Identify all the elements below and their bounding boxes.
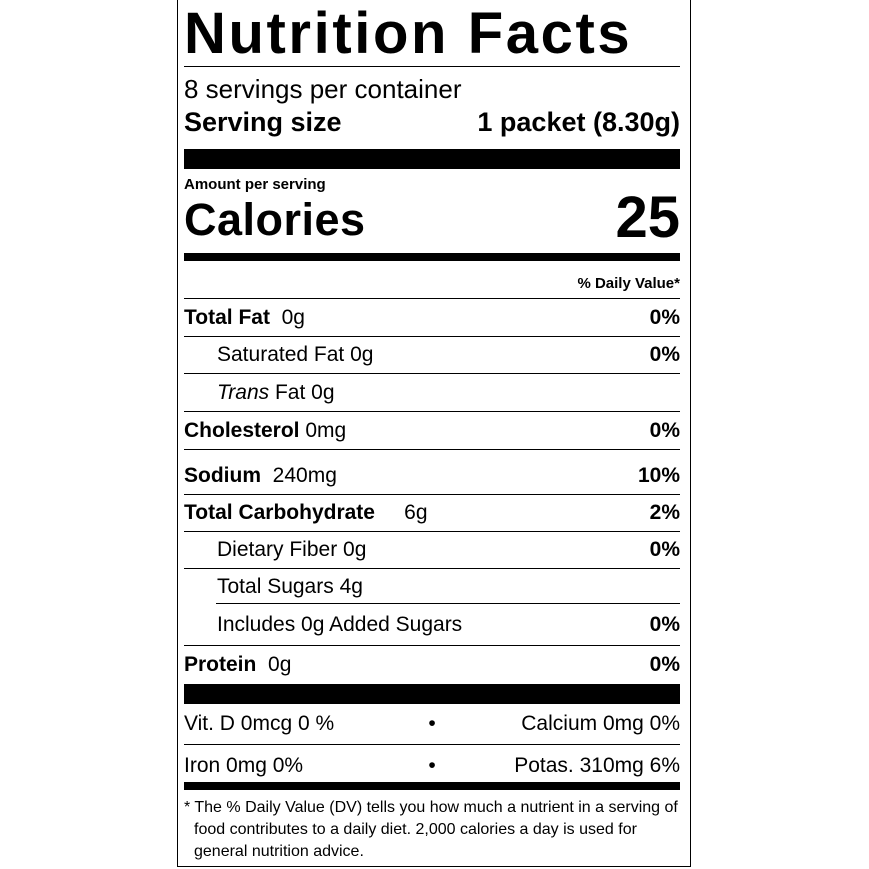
nutrient-dv: 0% — [649, 538, 680, 561]
bullet: • — [428, 753, 436, 777]
calories-row: Calories 25 — [184, 188, 680, 248]
footnote-text: * The % Daily Value (DV) tells you how m… — [184, 799, 678, 860]
iron: Iron 0mg 0% — [184, 753, 304, 777]
nutrient-amount: 0mg — [305, 418, 347, 442]
nutrient-dv: 0% — [649, 418, 680, 442]
nutrient-row-saturated-fat: Saturated Fat 0g 0% — [184, 337, 680, 374]
thick-bar — [184, 149, 680, 169]
indent-divider — [216, 603, 680, 604]
nutrient-name: Sodium — [184, 464, 261, 487]
servings-per-container: 8 servings per container — [184, 74, 462, 104]
nutrient-row-sodium: Sodium 240mg 10% — [184, 450, 680, 495]
nutrient-row-protein: Protein 0g 0% — [184, 646, 680, 684]
nutrient-dv: 0% — [649, 612, 680, 636]
nutrient-name: Cholesterol — [184, 418, 300, 442]
nutrient-name: Includes 0g Added Sugars — [217, 612, 463, 636]
nutrient-row-dietary-fiber: Dietary Fiber 0g 0% — [184, 532, 680, 569]
medium-bar — [184, 782, 680, 790]
calories-label: Calories — [184, 194, 366, 245]
micronutrient-row: Iron 0mg 0% • Potas. 310mg 6% — [184, 745, 680, 782]
nutrient-amount: 0g — [268, 653, 292, 676]
nutrient-amount: 0g — [281, 305, 305, 329]
calories-value: 25 — [615, 185, 680, 250]
nutrient-dv: 2% — [649, 501, 680, 524]
micronutrient-row: Vit. D 0mcg 0 % • Calcium 0mg 0% — [184, 704, 680, 745]
nutrient-row-trans-fat: Trans Fat 0g — [184, 374, 680, 412]
nutrient-name: Saturated Fat 0g — [217, 343, 374, 366]
thick-bar — [184, 684, 680, 704]
nutrient-name: Total Fat — [184, 305, 270, 329]
nutrient-name: Protein — [184, 653, 257, 676]
medium-bar — [184, 253, 680, 261]
nutrient-name: Dietary Fiber 0g — [217, 538, 367, 561]
nutrient-name-italic: Trans — [217, 380, 270, 404]
nutrient-dv: 0% — [649, 653, 680, 676]
serving-size-value: 1 packet (8.30g) — [477, 107, 680, 137]
nutrient-row-cholesterol: Cholesterol 0mg 0% — [184, 412, 680, 450]
nutrient-row-total-carbohydrate: Total Carbohydrate 6g 2% — [184, 495, 680, 532]
serving-size: Serving size 1 packet (8.30g) — [184, 106, 680, 138]
nutrient-name: Total Carbohydrate — [184, 501, 375, 524]
bullet: • — [428, 712, 436, 735]
nutrient-name: Total Sugars 4g — [217, 574, 363, 598]
amount-per-serving: Amount per serving — [184, 176, 326, 193]
calcium: Calcium 0mg 0% — [521, 712, 680, 735]
nutrient-name: Fat 0g — [269, 380, 335, 404]
daily-value-header: % Daily Value* — [184, 261, 680, 299]
footnote: * The % Daily Value (DV) tells you how m… — [182, 797, 680, 863]
nutrient-dv: 0% — [649, 305, 680, 329]
nutrient-row-added-sugars: Includes 0g Added Sugars 0% — [184, 604, 680, 646]
serving-size-label: Serving size — [184, 107, 342, 137]
daily-value-header-text: % Daily Value* — [577, 275, 680, 292]
nutrient-amount: 6g — [404, 501, 428, 524]
label-title: Nutrition Facts — [184, 1, 633, 66]
nutrient-row-total-sugars: Total Sugars 4g — [184, 569, 680, 604]
nutrient-row-total-fat: Total Fat 0g 0% — [184, 299, 680, 337]
nutrient-dv: 0% — [649, 343, 680, 366]
nutrient-amount: 240mg — [272, 464, 337, 487]
divider — [184, 66, 680, 67]
nutrition-facts-label: Nutrition Facts 8 servings per container… — [177, 0, 691, 867]
vitamin-d: Vit. D 0mcg 0 % — [184, 712, 335, 735]
potassium: Potas. 310mg 6% — [514, 753, 680, 777]
nutrient-dv: 10% — [637, 464, 680, 487]
